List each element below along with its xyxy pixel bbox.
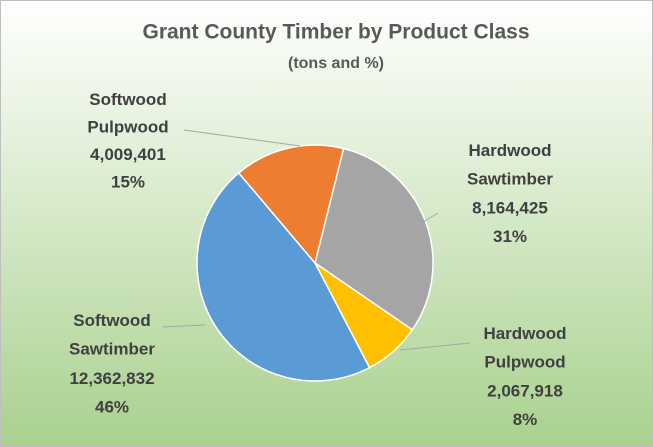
label-line: Pulpwood: [484, 353, 565, 372]
label-line: Sawtimber: [467, 170, 553, 189]
chart-subtitle: (tons and %): [288, 55, 384, 72]
data-label-percent: 31%: [493, 227, 527, 246]
label-line: Hardwood: [483, 324, 566, 343]
data-label-value: 12,362,832: [69, 369, 154, 388]
data-label-name: Softwood Pulpwood: [87, 90, 168, 136]
leader-line: [399, 342, 471, 351]
label-line: Sawtimber: [69, 340, 155, 359]
leader-line: [183, 129, 301, 147]
data-label-name: Hardwood Sawtimber: [467, 141, 553, 189]
leader-line: [422, 212, 439, 223]
data-label-name: Hardwood Pulpwood: [483, 324, 566, 372]
leader-line: [162, 324, 206, 328]
label-line: Pulpwood: [87, 118, 168, 137]
label-line: Hardwood: [468, 141, 551, 160]
chart-title: Grant County Timber by Product Class: [142, 21, 529, 44]
data-label-name: Softwood Sawtimber: [69, 311, 155, 359]
data-label-percent: 46%: [95, 398, 129, 417]
pie-slice: [196, 171, 371, 382]
data-label-value: 4,009,401: [90, 145, 166, 164]
data-label-percent: 15%: [111, 172, 145, 191]
label-line: Softwood: [73, 311, 150, 330]
label-line: Softwood: [89, 90, 166, 109]
pie-slice: [237, 144, 345, 265]
data-label-percent: 8%: [513, 410, 538, 429]
data-label-value: 2,067,918: [487, 381, 563, 400]
data-label-value: 8,164,425: [472, 198, 548, 217]
